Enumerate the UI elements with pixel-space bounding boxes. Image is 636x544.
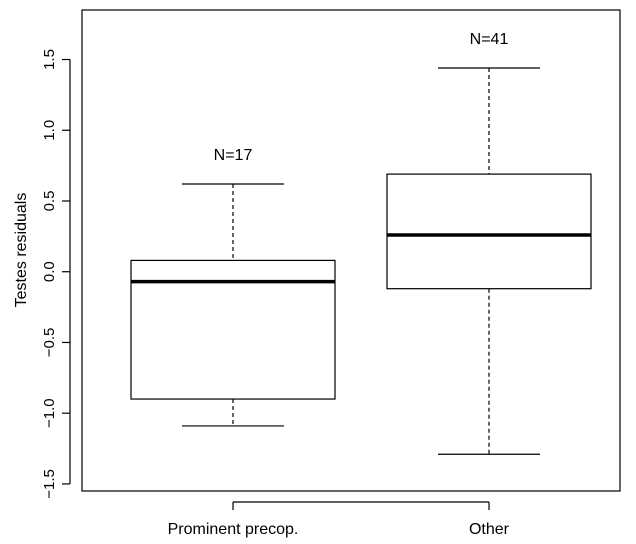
plot-frame [81, 9, 621, 492]
box-2: N=41 [386, 31, 592, 455]
iqr-box [130, 259, 336, 400]
boxes: N=17 N=41 [130, 31, 592, 455]
y-tick-label: −0.5 [41, 328, 58, 358]
n-label: N=41 [470, 31, 509, 48]
iqr-box [386, 173, 592, 290]
box-1: N=17 [130, 147, 336, 427]
y-axis-label: Testes residuals [13, 193, 30, 308]
y-tick-label: 0.5 [41, 191, 58, 212]
y-tick-label: −1.0 [41, 398, 58, 428]
y-tick-label: 1.0 [41, 120, 58, 141]
n-label: N=17 [214, 147, 253, 164]
y-tick-label: −1.5 [41, 469, 58, 499]
y-tick-label: 1.5 [41, 49, 58, 70]
x-tick-label: Prominent precop. [168, 521, 299, 538]
x-tick-label: Other [469, 521, 510, 538]
x-axis: Prominent precop. Other [168, 501, 510, 538]
y-axis: −1.5 −1.0 −0.5 0.0 0.5 1.0 1.5 [41, 49, 71, 499]
y-tick-label: 0.0 [41, 261, 58, 282]
